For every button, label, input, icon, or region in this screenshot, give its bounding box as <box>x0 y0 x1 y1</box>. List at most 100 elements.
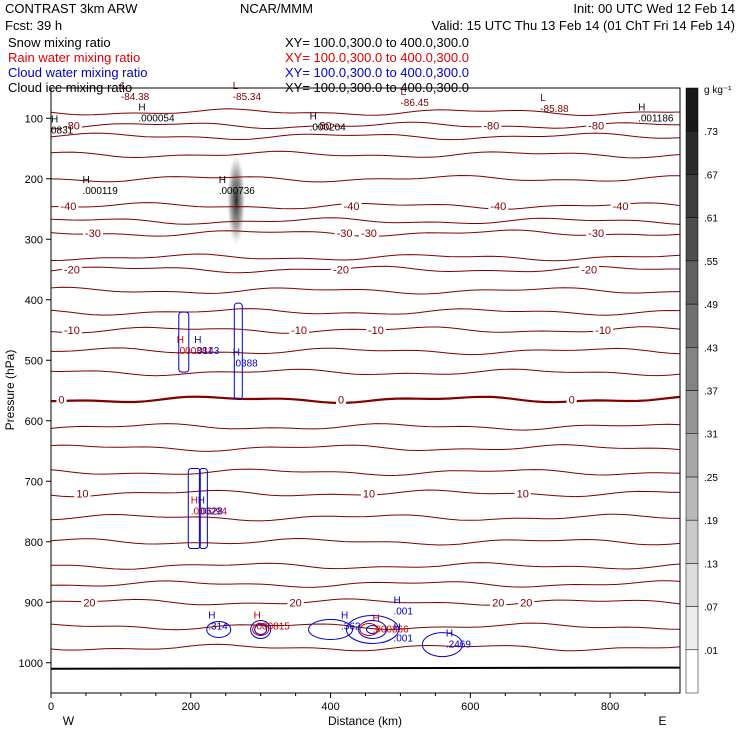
extremum-marker: H <box>82 175 89 186</box>
cloud-water-contour <box>198 467 208 549</box>
colorbar-segment <box>685 519 699 564</box>
cloud-water-contour <box>421 632 463 658</box>
extremum-marker: H <box>393 595 400 606</box>
extremum-marker: H <box>194 335 201 346</box>
contour-label: 10 <box>76 488 88 500</box>
y-axis-label: Pressure (hPa) <box>3 350 17 431</box>
y-tick-label: 200 <box>25 174 43 186</box>
temperature-contour-line <box>50 108 681 117</box>
colorbar-label: .19 <box>704 516 718 527</box>
colorbar-label: .73 <box>704 127 718 138</box>
colorbar-label: .01 <box>704 646 718 657</box>
cloud-water-contour <box>178 311 190 373</box>
colorbar-label: .37 <box>704 387 718 398</box>
contour-label: -20 <box>333 265 349 277</box>
temperature-contour-line <box>50 468 681 477</box>
colorbar-segment <box>685 347 699 391</box>
temperature-contour-line <box>50 253 681 262</box>
cloud-water-contour <box>308 618 354 640</box>
extremum-marker: L <box>121 81 127 92</box>
colorbar-segment <box>685 87 699 132</box>
temperature-contour-line <box>50 265 680 274</box>
contour-label: -40 <box>490 201 506 213</box>
temperature-contour-line <box>50 513 681 522</box>
temperature-contour-line <box>51 121 681 130</box>
contour-label: 0 <box>569 395 575 407</box>
contour-label: -30 <box>85 228 101 240</box>
contour-label: -10 <box>595 325 611 337</box>
extremum-value: 0831 <box>51 125 74 136</box>
field-snow-xy: XY= 100.0,300.0 to 400.0,300.0 <box>285 35 469 50</box>
y-tick-label: 900 <box>25 597 43 609</box>
extremum-value: -85.34 <box>233 92 262 103</box>
y-tick-label: 500 <box>25 355 43 367</box>
extremum-marker: H <box>310 111 317 122</box>
contour-label: -40 <box>613 201 629 213</box>
contour-label: 10 <box>363 488 375 500</box>
extremum-marker: H <box>638 102 645 113</box>
temperature-contour-line <box>50 423 681 431</box>
extremum-value: .362 <box>341 621 361 632</box>
cloud-water-contour <box>250 619 272 639</box>
y-tick-label: 400 <box>25 295 43 307</box>
contour-label: -10 <box>291 325 307 337</box>
colorbar-label: .31 <box>704 430 718 441</box>
field-cloudwater-name: Cloud water mixing ratio <box>8 65 148 80</box>
extremum-marker: L <box>233 81 239 92</box>
rain-water-contour <box>252 622 270 636</box>
temperature-contour-line <box>50 286 681 295</box>
colorbar-segment <box>685 217 699 262</box>
field-rain-xy: XY= 100.0,300.0 to 400.0,300.0 <box>285 50 469 65</box>
contour-label: -80 <box>483 121 499 133</box>
extremum-value: .2469 <box>446 640 471 651</box>
temperature-contour-line <box>50 580 681 588</box>
y-tick-label: 100 <box>25 113 43 125</box>
extremum-marker: H <box>233 347 240 358</box>
y-tick-label: 600 <box>25 416 43 428</box>
temperature-contour-line <box>50 308 681 316</box>
y-tick-label: 300 <box>25 234 43 246</box>
contour-label: -30 <box>361 228 377 240</box>
extremum-value: .000736 <box>219 186 256 197</box>
extremum-value: -84.38 <box>121 92 150 103</box>
contour-label: 20 <box>520 597 532 609</box>
extremum-value: .001186 <box>638 113 674 124</box>
x-axis-label: Distance (km) <box>328 714 402 728</box>
contour-label: -10 <box>64 325 80 337</box>
temperature-contour-line <box>50 150 681 159</box>
contour-label: -20 <box>64 265 80 277</box>
x-tick-label: 0 <box>48 701 54 713</box>
extremum-marker: H <box>177 335 184 346</box>
field-rain-name: Rain water mixing ratio <box>8 50 141 65</box>
temperature-contour-line <box>50 368 681 377</box>
cloud-water-contour <box>254 623 268 635</box>
valid-time: Valid: 15 UTC Thu 13 Feb 14 (01 ChT Fri … <box>431 18 735 33</box>
x-tick-label: 400 <box>321 701 339 713</box>
extremum-marker: H <box>198 496 205 507</box>
extremum-marker: H <box>138 102 145 113</box>
extremum-value: .001 <box>393 634 413 645</box>
colorbar-segment <box>685 390 699 434</box>
temperature-contour-line <box>50 444 681 452</box>
extremum-marker: H <box>372 614 379 625</box>
temperature-contour-line <box>51 202 681 210</box>
extremum-value: -85.88 <box>540 104 569 115</box>
contour-label: -30 <box>337 228 353 240</box>
x-tick-label: 200 <box>182 701 200 713</box>
contour-label: -20 <box>581 265 597 277</box>
temperature-contour-line <box>50 622 681 631</box>
colorbar-segment <box>685 563 699 607</box>
extremum-marker: L <box>400 87 406 98</box>
colorbar-segment <box>685 606 699 651</box>
extremum-value: -86.45 <box>400 98 429 109</box>
colorbar-label: .13 <box>704 559 718 570</box>
colorbar-segment <box>685 260 699 305</box>
extremum-value: .000294 <box>191 507 228 518</box>
colorbar-label: .43 <box>704 343 718 354</box>
cloud-water-contour <box>345 614 399 644</box>
colorbar-unit: g kg⁻¹ <box>704 85 732 96</box>
contour-label: 20 <box>492 597 504 609</box>
y-tick-label: 1000 <box>19 658 43 670</box>
y-tick-label: 700 <box>25 476 43 488</box>
extremum-marker: L <box>540 93 546 104</box>
